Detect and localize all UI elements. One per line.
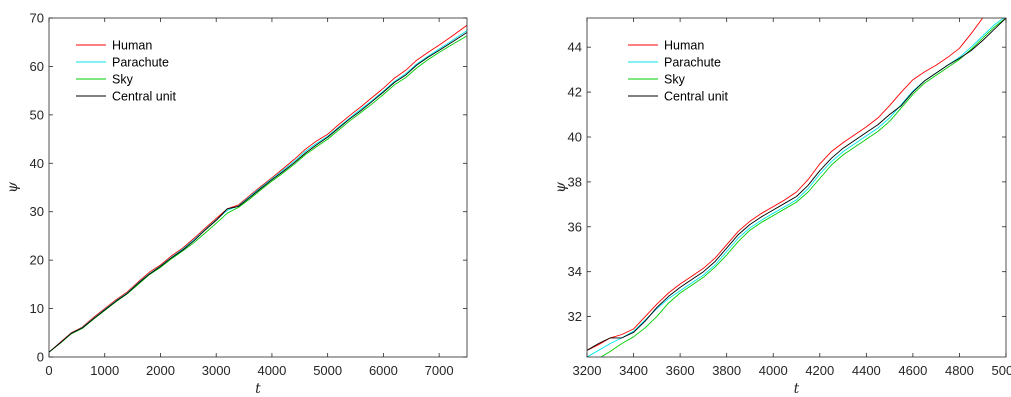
y-tick-label: 32 <box>568 309 582 324</box>
x-tick-label: 1000 <box>90 363 119 378</box>
y-axis-label: ψ <box>5 181 21 193</box>
series-line-parachute <box>587 18 1004 357</box>
x-tick-label: 5000 <box>313 363 342 378</box>
y-tick-label: 34 <box>568 264 582 279</box>
y-tick-label: 40 <box>568 129 582 144</box>
y-tick-label: 36 <box>568 219 582 234</box>
legend-label: Human <box>112 39 152 53</box>
x-tick-label: 4400 <box>852 363 881 378</box>
y-tick-label: 42 <box>568 85 582 100</box>
legend-label: Sky <box>112 73 134 87</box>
x-tick-label: 4800 <box>945 363 974 378</box>
series-line-sky <box>600 18 1006 357</box>
y-tick-label: 30 <box>30 204 44 219</box>
x-tick-label: 4200 <box>805 363 834 378</box>
legend-label: Sky <box>664 73 686 87</box>
x-tick-label: 6000 <box>369 363 398 378</box>
legend: Human Parachute Sky Central unit <box>76 39 176 104</box>
x-tick-label: 3400 <box>619 363 648 378</box>
x-axis-label: t <box>255 381 261 397</box>
x-tick-label: 4600 <box>898 363 927 378</box>
x-tick-label: 3200 <box>573 363 602 378</box>
x-tick-label: 4000 <box>257 363 286 378</box>
x-tick-label: 3000 <box>202 363 231 378</box>
x-tick-label: 2000 <box>146 363 175 378</box>
x-axis-label: t <box>794 381 800 397</box>
series-line-human <box>587 18 984 351</box>
x-tick-label: 3600 <box>666 363 695 378</box>
y-tick-label: 40 <box>30 156 44 171</box>
legend-label: Human <box>664 39 704 53</box>
axes-box <box>48 17 468 358</box>
y-tick-label: 50 <box>30 107 44 122</box>
chart-right: 3200 3400 3600 3800 4000 4200 4400 4600 4800 5000… <box>553 17 1011 397</box>
series-line-central-unit <box>587 18 1006 351</box>
series-line-central-unit <box>49 32 467 353</box>
x-tick-label: 0 <box>45 363 52 378</box>
y-tick-label: 38 <box>568 174 582 189</box>
y-tick-label: 10 <box>30 301 44 316</box>
chart-left: 0 1000 2000 3000 4000 5000 6000 7000 0 10 20 30 40 50… <box>5 11 468 397</box>
legend-label: Central unit <box>664 90 728 104</box>
y-axis-label: ψ <box>553 181 569 193</box>
y-tick-label: 60 <box>30 59 44 74</box>
x-tick-label: 5000 <box>992 363 1011 378</box>
y-tick-label: 70 <box>30 11 44 26</box>
legend-label: Parachute <box>112 56 169 70</box>
y-tick-label: 44 <box>568 40 582 55</box>
legend: Human Parachute Sky Central unit <box>628 39 728 104</box>
x-tick-label: 4000 <box>759 363 788 378</box>
y-tick-label: 20 <box>30 253 44 268</box>
y-tick-label: 0 <box>37 350 44 365</box>
axes-box <box>586 17 1007 358</box>
x-tick-label: 3800 <box>712 363 741 378</box>
series-line-human <box>49 24 467 353</box>
legend-label: Central unit <box>112 90 176 104</box>
x-tick-label: 7000 <box>425 363 454 378</box>
legend-label: Parachute <box>664 56 721 70</box>
